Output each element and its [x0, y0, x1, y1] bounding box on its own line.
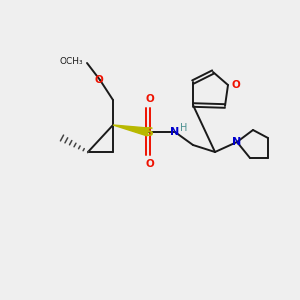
Text: O: O — [146, 159, 154, 169]
Polygon shape — [113, 125, 149, 136]
Text: O: O — [231, 80, 240, 90]
Text: OCH₃: OCH₃ — [59, 58, 83, 67]
Text: H: H — [180, 123, 188, 133]
Text: O: O — [146, 94, 154, 104]
Text: N: N — [232, 137, 242, 147]
Text: S: S — [144, 125, 153, 139]
Text: N: N — [170, 127, 180, 137]
Text: O: O — [94, 75, 103, 85]
